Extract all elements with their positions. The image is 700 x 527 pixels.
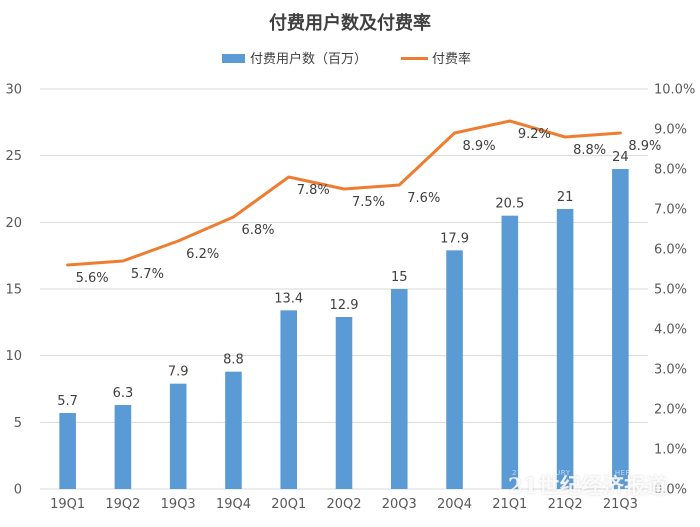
bar	[225, 371, 242, 489]
x-tick-label: 19Q4	[216, 497, 251, 512]
bar	[446, 250, 463, 489]
bar-data-label: 12.9	[330, 298, 359, 313]
y-left-tick-label: 20	[5, 216, 22, 231]
bar-data-label: 15	[391, 270, 408, 285]
line-data-label: 5.6%	[76, 271, 109, 286]
watermark-subtext: 21ST CENTURY BUSINESS HERALD	[512, 469, 647, 477]
y-right-tick-label: 10.0%	[654, 83, 695, 98]
rate-line	[66, 119, 622, 267]
y-right-tick-label: 5.0%	[654, 283, 687, 298]
y-right-tick-label: 9.0%	[654, 123, 687, 138]
x-tick-label: 19Q2	[105, 497, 140, 512]
line-data-label: 8.8%	[573, 143, 606, 158]
legend-swatch-bar	[222, 54, 245, 63]
line-data-label: 5.7%	[131, 267, 164, 282]
line-data-label: 8.9%	[463, 139, 496, 154]
y-left-tick-label: 5	[14, 416, 22, 431]
x-tick-label: 20Q2	[326, 497, 361, 512]
x-tick-label: 21Q3	[603, 497, 638, 512]
y-left-tick-label: 10	[5, 349, 22, 364]
y-right-tick-label: 6.0%	[654, 243, 687, 258]
y-left-tick-label: 25	[5, 149, 22, 164]
y-left-tick-label: 30	[5, 83, 22, 98]
x-tick-label: 20Q1	[271, 497, 306, 512]
line-data-label: 9.2%	[518, 127, 551, 142]
bar-data-label: 17.9	[440, 231, 469, 246]
bar-data-label: 7.9	[168, 365, 189, 380]
y-right-tick-label: 1.0%	[654, 443, 687, 458]
x-tick-label: 21Q2	[548, 497, 583, 512]
bar	[335, 317, 353, 489]
bar-data-label: 20.5	[495, 197, 524, 212]
x-tick-label: 19Q1	[50, 497, 85, 512]
watermark-logo: 21世纪经济报道	[508, 473, 668, 498]
y-right-tick-label: 8.0%	[654, 163, 687, 178]
bar	[556, 209, 574, 489]
x-tick-label: 20Q3	[382, 497, 417, 512]
legend-label-line: 付费率	[432, 51, 471, 67]
y-right-tick-label: 2.0%	[654, 403, 687, 418]
chart-title: 付费用户数及付费率	[269, 12, 431, 34]
bar-data-label: 21	[557, 190, 574, 205]
bar-data-label: 13.4	[274, 291, 303, 306]
bar	[169, 383, 187, 489]
line-data-label: 7.6%	[407, 191, 440, 206]
bar	[390, 289, 408, 489]
line-data-label: 7.5%	[352, 195, 385, 210]
y-left-tick-label: 0	[14, 483, 22, 498]
line-data-label: 7.8%	[297, 183, 330, 198]
y-right-tick-label: 3.0%	[654, 363, 687, 378]
bar	[612, 169, 629, 489]
y-right-tick-label: 4.0%	[654, 323, 687, 338]
y-right-tick-label: 0.0%	[654, 483, 687, 498]
bar-data-label: 6.3	[113, 386, 134, 401]
bar	[501, 215, 519, 489]
y-right-tick-label: 7.0%	[654, 203, 687, 218]
bar	[114, 405, 132, 489]
line-data-label: 6.2%	[186, 247, 219, 262]
x-tick-label: 21Q1	[492, 497, 527, 512]
bar	[280, 310, 298, 489]
bar-data-label: 5.7	[57, 394, 78, 409]
x-tick-label: 20Q4	[437, 497, 472, 512]
line-data-label: 8.9%	[628, 139, 661, 154]
x-tick-label: 19Q3	[161, 497, 196, 512]
legend-label-bar: 付费用户数（百万）	[250, 51, 367, 67]
bar	[59, 413, 76, 489]
bar-data-label: 24	[612, 150, 629, 165]
line-data-label: 6.8%	[241, 223, 274, 238]
bar-data-label: 8.8	[223, 353, 244, 368]
y-left-tick-label: 15	[5, 283, 22, 298]
